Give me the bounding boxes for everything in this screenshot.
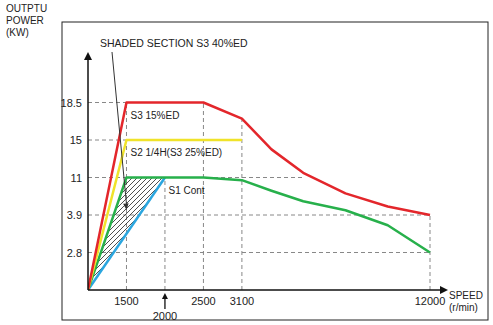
y-tick-label: 15	[70, 134, 82, 146]
x-axis-label: (r/min)	[449, 302, 478, 313]
y-tick-label: 11	[71, 172, 82, 184]
y-tick-label: 3.9	[67, 209, 82, 221]
grid-line-y	[88, 252, 430, 253]
y-tick-label: 2.8	[67, 247, 82, 259]
x-tick-label: 2000	[153, 310, 177, 322]
y-axis-label: POWER	[6, 15, 44, 26]
y-axis-arrow	[84, 52, 92, 60]
y-axis-label: OUTPTU	[6, 3, 47, 14]
series-line	[88, 178, 430, 291]
x-tick-label: 2500	[191, 295, 215, 307]
series-label: S3 15%ED	[130, 110, 179, 121]
x-axis	[88, 289, 442, 291]
y-tick-label: 18.5	[61, 97, 82, 109]
x-tick-label: 1500	[114, 295, 138, 307]
guides	[88, 103, 430, 291]
y-axis	[87, 58, 89, 290]
x-axis-label: SPEED	[449, 290, 483, 301]
annotation-arrow-head	[123, 203, 128, 210]
chart: 2.8 3.9 11 15 18.5 1500 2000 2500 3100 12000 OUTPT…	[0, 0, 493, 325]
grid-line-x	[203, 103, 204, 291]
x-axis-arrow	[440, 286, 448, 294]
series-line	[88, 140, 242, 290]
frame	[62, 22, 488, 320]
grid-line-x	[164, 178, 165, 291]
series-label: S2 1/4H(S3 25%ED)	[130, 147, 222, 158]
tick-pointer-head	[162, 293, 168, 299]
grid-line-x	[241, 119, 242, 290]
marks	[88, 103, 430, 291]
y-axis-label: (KW)	[6, 27, 29, 38]
series-line	[88, 103, 430, 291]
annotation-arrow	[112, 52, 126, 204]
annotation: SHADED SECTION S3 40%ED	[100, 37, 248, 49]
x-tick-label: 12000	[415, 295, 446, 307]
series-label: S1 Cont	[168, 185, 204, 196]
x-tick-label: 3100	[230, 295, 254, 307]
